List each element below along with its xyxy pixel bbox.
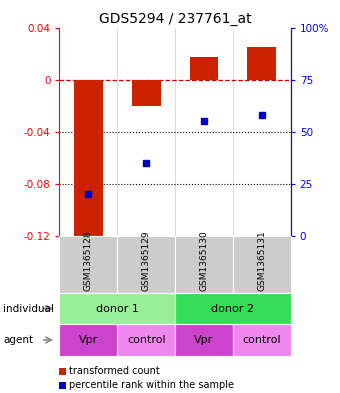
Text: transformed count: transformed count (69, 366, 160, 376)
Text: Vpr: Vpr (194, 335, 214, 345)
Text: individual: individual (3, 303, 54, 314)
Title: GDS5294 / 237761_at: GDS5294 / 237761_at (99, 13, 251, 26)
Text: donor 2: donor 2 (211, 303, 254, 314)
Text: percentile rank within the sample: percentile rank within the sample (69, 380, 234, 390)
Text: agent: agent (3, 335, 34, 345)
Text: GSM1365129: GSM1365129 (142, 230, 151, 291)
Bar (74, 79, 103, 249)
Bar (247, 47, 276, 79)
Bar (190, 57, 218, 79)
Text: GSM1365128: GSM1365128 (84, 230, 93, 291)
Text: donor 1: donor 1 (96, 303, 139, 314)
Bar (132, 79, 161, 106)
Text: control: control (127, 335, 166, 345)
Text: GSM1365131: GSM1365131 (257, 230, 266, 291)
Text: Vpr: Vpr (79, 335, 98, 345)
Text: control: control (242, 335, 281, 345)
Text: GSM1365130: GSM1365130 (200, 230, 208, 291)
